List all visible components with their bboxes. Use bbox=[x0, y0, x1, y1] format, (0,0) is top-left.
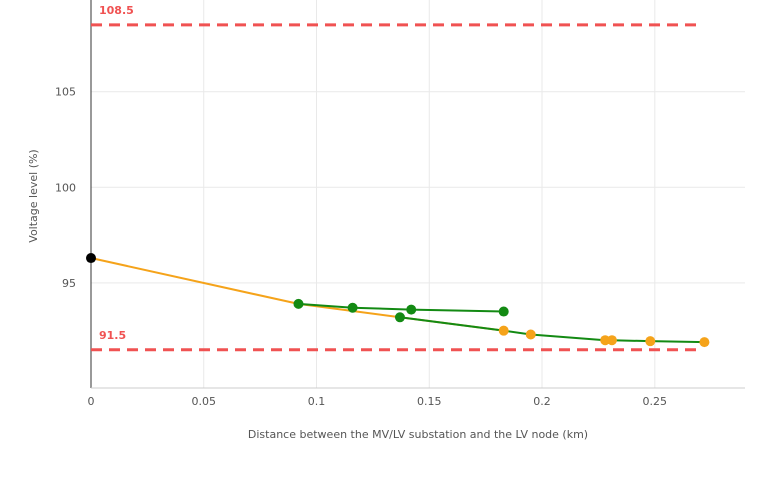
data-point bbox=[498, 306, 509, 317]
x-tick-label: 0.25 bbox=[643, 395, 668, 408]
data-point bbox=[525, 329, 536, 340]
tick-labels: 0 0.05 0.1 0.15 0.2 0.25 95 100 105 bbox=[55, 86, 667, 408]
data-point bbox=[699, 337, 710, 348]
data-point bbox=[394, 312, 405, 323]
x-tick-label: 0 bbox=[88, 395, 95, 408]
data-point bbox=[86, 253, 96, 264]
y-tick-label: 95 bbox=[62, 277, 76, 290]
x-tick-label: 0.15 bbox=[417, 395, 442, 408]
y-tick-label: 105 bbox=[55, 86, 76, 99]
grid bbox=[91, 0, 745, 388]
data-point bbox=[347, 302, 358, 313]
data-point bbox=[606, 335, 617, 346]
x-tick-label: 0.2 bbox=[533, 395, 551, 408]
limit-label: 91.5 bbox=[99, 329, 126, 342]
y-tick-label: 100 bbox=[55, 181, 76, 194]
limit-lines: 108.5 91.5 bbox=[91, 4, 703, 352]
series-markers bbox=[86, 253, 710, 348]
series-line bbox=[90, 257, 504, 332]
data-point bbox=[406, 304, 417, 315]
x-tick-label: 0.1 bbox=[308, 395, 326, 408]
data-point bbox=[293, 298, 304, 309]
x-tick-label: 0.05 bbox=[192, 395, 217, 408]
x-axis-title: Distance between the MV/LV substation an… bbox=[248, 428, 588, 441]
series-line bbox=[399, 316, 705, 344]
axes bbox=[90, 0, 745, 389]
series-line bbox=[298, 302, 504, 313]
y-axis-title: Voltage level (%) bbox=[27, 149, 40, 242]
limit-label: 108.5 bbox=[99, 4, 134, 17]
series-lines bbox=[90, 257, 705, 344]
data-point bbox=[498, 325, 509, 336]
data-point bbox=[645, 336, 656, 347]
